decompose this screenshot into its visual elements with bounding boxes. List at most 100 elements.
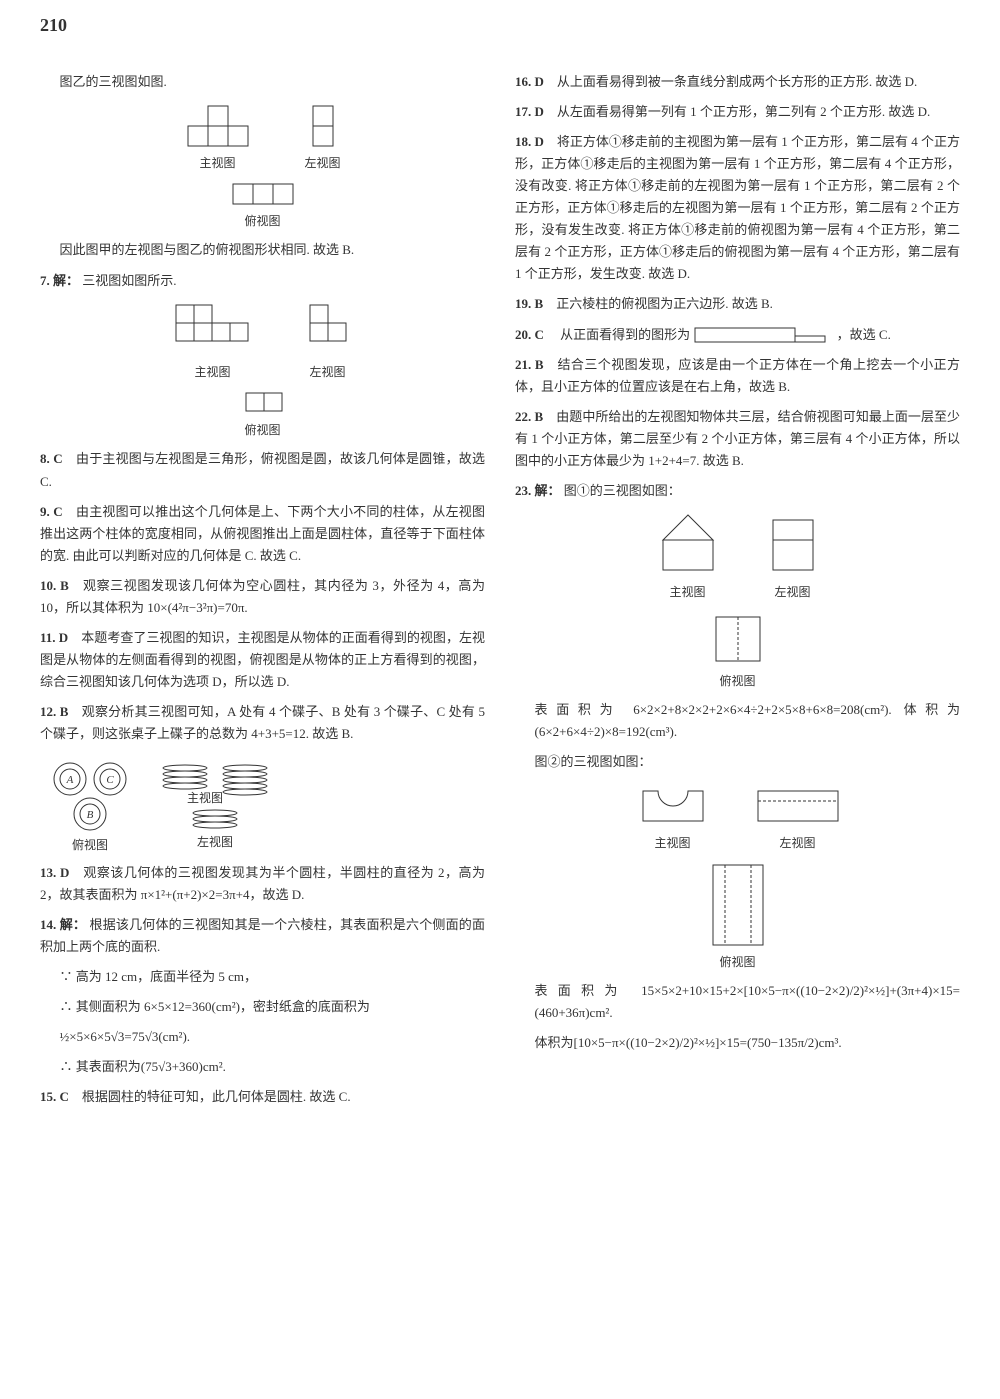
page-content: 图乙的三视图如图. 主视图 [0,41,1000,1147]
q18-num: 18. D [515,134,544,149]
label-left: 左视图 [304,153,340,173]
q7-diagram: 主视图 左视图 [40,300,485,441]
yi-top-view [223,179,303,209]
q7-label-top: 俯视图 [244,420,280,440]
right-column: 16. D 从上面看易得到被一条直线分割成两个长方形的正方形. 故选 D. 17… [515,71,960,1117]
svg-text:主视图: 主视图 [187,790,223,805]
q23-fig1-top [708,609,768,669]
q23: 23. 解： 图①的三视图如图： [515,480,960,502]
q12: 12. B 观察分析其三视图可知，A 处有 4 个碟子、B 处有 3 个碟子、C… [40,701,485,745]
q15: 15. C 根据圆柱的特征可知，此几何体是圆柱. 故选 C. [40,1086,485,1108]
q14-num: 14. 解： [40,917,86,932]
q11-num: 11. D [40,630,68,645]
q23-fig2-main [633,781,713,831]
q14-line1: 根据该几何体的三视图知其是一个六棱柱，其表面积是六个侧面的面积加上两个底的面积. [40,917,485,954]
intro-text: 图乙的三视图如图. [40,71,485,93]
svg-text:A: A [66,774,74,786]
q14-line5: ∴ 其表面积为(75√3+360)cm². [40,1056,485,1078]
q14-line4: ½×5×6×5√3=75√3(cm²). [40,1026,485,1048]
q23-calc2a: 表面积为 15×5×2+10×15+2×[10×5−π×((10−2×2)/2)… [515,980,960,1024]
q12-diagram: A C B 俯视图 主视图 左视图 [40,754,485,854]
q9-text: 由主视图可以推出这个几何体是上、下两个大小不同的柱体，从左视图推出这两个柱体的宽… [40,504,485,563]
q11: 11. D 本题考查了三视图的知识，主视图是从物体的正面看得到的视图，左视图是从… [40,627,485,693]
svg-text:左视图: 左视图 [197,834,233,849]
q9: 9. C 由主视图可以推出这个几何体是上、下两个大小不同的柱体，从左视图推出这两… [40,501,485,567]
q19-text: 正六棱柱的俯视图为正六边形. 故选 B. [556,296,773,311]
q11-text: 本题考查了三视图的知识，主视图是从物体的正面看得到的视图，左视图是从物体的左侧面… [40,630,485,689]
yi-main-view [178,101,258,151]
q23-fig2-top [703,860,773,950]
left-column: 图乙的三视图如图. 主视图 [40,71,485,1117]
q12-svg: A C B 俯视图 主视图 左视图 [40,754,300,854]
q23-fig1-label-top: 俯视图 [719,671,755,691]
yi-left-view [298,101,348,151]
label-top: 俯视图 [244,211,280,231]
q19-num: 19. B [515,296,543,311]
q20-num: 20. C [515,327,544,342]
q14: 14. 解： 根据该几何体的三视图知其是一个六棱柱，其表面积是六个侧面的面积加上… [40,914,485,958]
q20-text2: ，故选 C. [837,327,891,342]
q23-calc1: 表面积为 6×2×2+8×2×2+2×6×4÷2+2×5×8+6×8=208(c… [515,699,960,743]
q14-line3: ∴ 其侧面积为 6×5×12=360(cm²)，密封纸盒的底面积为 [40,996,485,1018]
page-number: 210 [0,0,1000,41]
q21: 21. B 结合三个视图发现，应该是由一个正方体在一个角上挖去一个小正方体，且小… [515,354,960,398]
q7-label-main: 主视图 [194,362,230,382]
q23-fig1-main [653,510,723,580]
q23-fig2-label-main: 主视图 [654,833,690,853]
q23-fig1-diagram: 主视图 左视图 俯视图 [515,510,960,691]
q13-text: 观察该几何体的三视图发现其为半个圆柱，半圆柱的直径为 2，高为 2，故其表面积为… [40,865,485,902]
q15-num: 15. C [40,1089,69,1104]
q17: 17. D 从左面看易得第一列有 1 个正方形，第二列有 2 个正方形. 故选 … [515,101,960,123]
q20-shape [693,326,833,346]
diagram-yi-views: 主视图 左视图 [40,101,485,232]
q19: 19. B 正六棱柱的俯视图为正六边形. 故选 B. [515,293,960,315]
q23-fig2-label-left: 左视图 [779,833,815,853]
svg-text:C: C [106,774,114,786]
q23-num: 23. 解： [515,483,561,498]
q15-text: 根据圆柱的特征可知，此几何体是圆柱. 故选 C. [82,1089,351,1104]
q12-num: 12. B [40,704,68,719]
q18-text: 将正方体①移走前的主视图为第一层有 1 个正方形，第二层有 4 个正方形，正方体… [515,134,960,282]
q23-fig2-label-top: 俯视图 [719,952,755,972]
svg-text:B: B [87,809,94,821]
q8-text: 由于主视图与左视图是三角形，俯视图是圆，故该几何体是圆锥，故选 C. [40,451,485,488]
svg-text:俯视图: 俯视图 [72,837,108,852]
q16-text: 从上面看易得到被一条直线分割成两个长方形的正方形. 故选 D. [557,74,917,89]
q23-fig2-diagram: 主视图 左视图 [515,781,960,972]
q13-num: 13. D [40,865,69,880]
q16: 16. D 从上面看易得到被一条直线分割成两个长方形的正方形. 故选 D. [515,71,960,93]
q18: 18. D 将正方体①移走前的主视图为第一层有 1 个正方形，第二层有 4 个正… [515,131,960,286]
q14-line2: ∵ 高为 12 cm，底面半径为 5 cm， [40,966,485,988]
q23-text: 图①的三视图如图： [564,483,681,498]
q23-calc2b: 体积为[10×5−π×((10−2×2)/2)²×½]×15=(750−135π… [515,1032,960,1054]
q20: 20. C 从正面看得到的图形为 ，故选 C. [515,324,960,346]
q7-label-left: 左视图 [309,362,345,382]
q12-text: 观察分析其三视图可知，A 处有 4 个碟子、B 处有 3 个碟子、C 处有 5 … [40,704,485,741]
q23-text2: 图②的三视图如图： [515,751,960,773]
q16-num: 16. D [515,74,544,89]
q22-text: 由题中所给出的左视图知物体共三层，结合俯视图可知最上面一层至少有 1 个小正方体… [515,409,960,468]
conclusion-1: 因此图甲的左视图与图乙的俯视图形状相同. 故选 B. [40,239,485,261]
q10-num: 10. B [40,578,69,593]
q8: 8. C 由于主视图与左视图是三角形，俯视图是圆，故该几何体是圆锥，故选 C. [40,448,485,492]
q7-text: 三视图如图所示. [82,273,176,288]
q13: 13. D 观察该几何体的三视图发现其为半个圆柱，半圆柱的直径为 2，高为 2，… [40,862,485,906]
q23-fig1-label-left: 左视图 [774,582,810,602]
q23-fig1-label-main: 主视图 [669,582,705,602]
q7-main-view [168,300,258,360]
q21-num: 21. B [515,357,544,372]
q21-text: 结合三个视图发现，应该是由一个正方体在一个角上挖去一个小正方体，且小正方体的位置… [515,357,960,394]
q7-left-view [298,300,358,360]
q23-fig1-left [763,510,823,580]
q9-num: 9. C [40,504,63,519]
q17-num: 17. D [515,104,544,119]
q7-num: 7. 解： [40,273,79,288]
q7: 7. 解： 三视图如图所示. [40,270,485,292]
q17-text: 从左面看易得第一列有 1 个正方形，第二列有 2 个正方形. 故选 D. [557,104,930,119]
label-main: 主视图 [199,153,235,173]
q23-fig2-left [753,781,843,831]
q7-top-view [238,388,288,418]
q10-text: 观察三视图发现该几何体为空心圆柱，其内径为 3，外径为 4，高为 10，所以其体… [40,578,485,615]
q22-num: 22. B [515,409,543,424]
q20-text1: 从正面看得到的图形为 [560,327,690,342]
